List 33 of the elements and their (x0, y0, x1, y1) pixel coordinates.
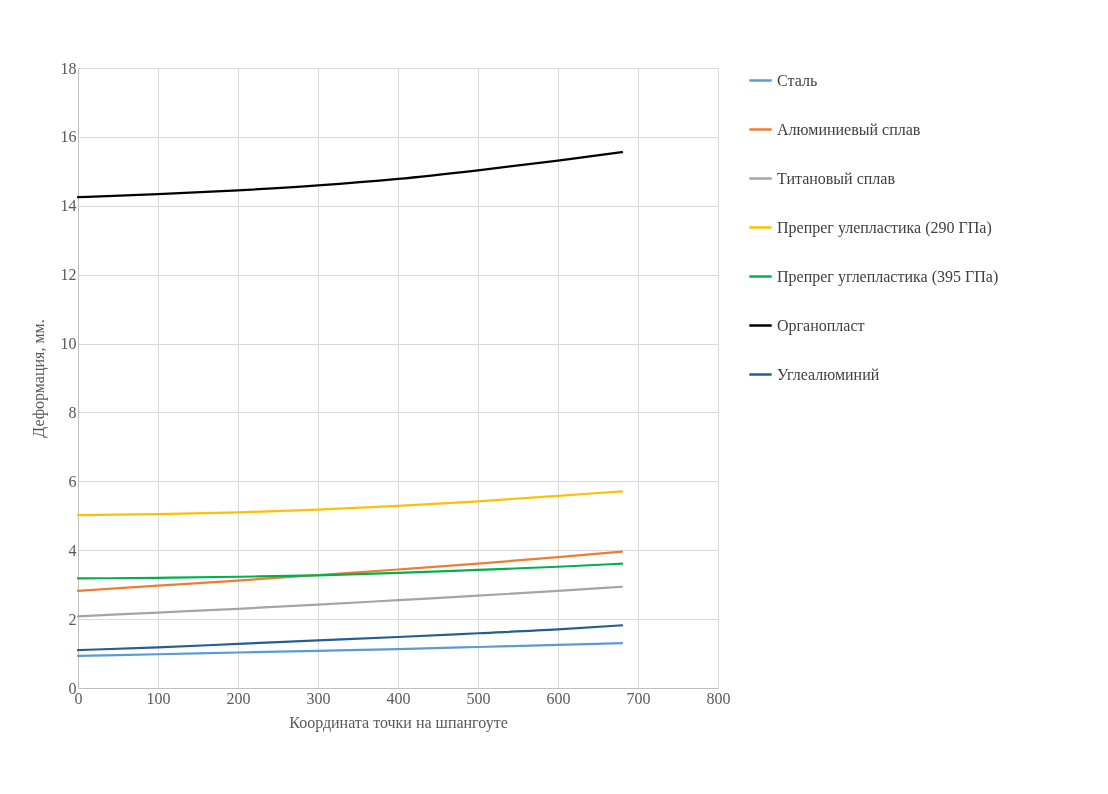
legend-label: Алюминиевый сплав (777, 120, 921, 138)
line-series (76, 562, 624, 580)
x-axis-title: Координата точки на шпангоуте (289, 713, 508, 732)
line-series (76, 550, 624, 592)
y-tick-label: 18 (60, 59, 77, 77)
x-tick-label: 400 (386, 689, 411, 707)
x-tick-label: 700 (626, 689, 651, 707)
x-tick-label: 100 (146, 689, 171, 707)
y-tick-label: 2 (68, 610, 77, 628)
legend-label: Органопласт (777, 316, 865, 335)
y-tick-label: 12 (60, 266, 77, 284)
legend-label: Препрег улепластика (290 ГПа) (777, 218, 992, 237)
x-tick-label: 300 (306, 689, 331, 707)
line-series (76, 150, 624, 199)
y-tick-label: 10 (60, 335, 77, 353)
x-tick-label: 500 (466, 689, 491, 707)
x-tick-label: 600 (546, 689, 571, 707)
y-tick-label: 14 (60, 197, 77, 215)
line-series (76, 490, 624, 517)
y-tick-label: 8 (68, 403, 77, 421)
y-tick-label: 6 (68, 472, 77, 490)
legend-label: Сталь (777, 71, 818, 89)
legend-label: Титановый сплав (777, 169, 896, 187)
y-tick-label: 4 (68, 541, 77, 559)
y-axis-title: Деформация, мм. (29, 319, 48, 438)
x-tick-label: 800 (706, 689, 731, 707)
legend-label: Углеалюминий (777, 365, 880, 383)
y-tick-label: 16 (60, 128, 77, 146)
line-series (76, 642, 624, 658)
legend-label: Препрег углепластика (395 ГПа) (777, 267, 999, 286)
line-series (76, 624, 624, 652)
x-tick-label: 200 (226, 689, 251, 707)
line-series (76, 585, 624, 618)
